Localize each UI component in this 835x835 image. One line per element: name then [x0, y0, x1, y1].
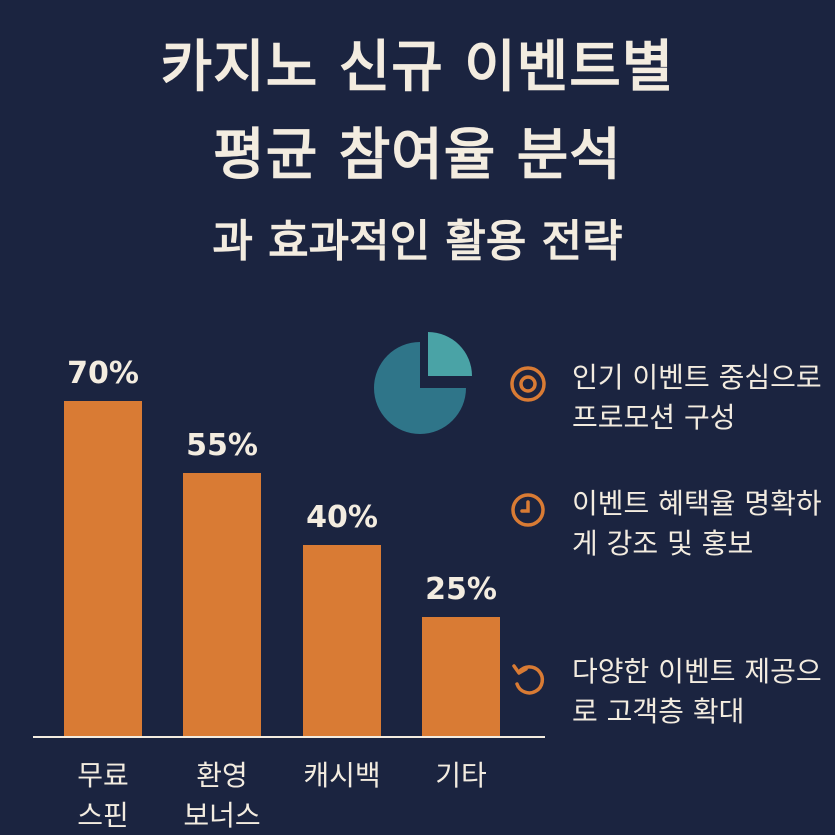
pie-chart-icon [374, 332, 472, 434]
bar-2 [183, 473, 261, 737]
target-icon [510, 366, 546, 402]
category-label-4: 기타 [435, 759, 487, 792]
value-label-3: 40% [306, 500, 378, 535]
tip-1-text: 인기 이벤트 중심으로 프로모션 구성 [572, 361, 822, 434]
category-label-2: 보너스 [183, 799, 260, 832]
category-label-1: 무료 [77, 759, 129, 792]
tip-3: 다양한 이벤트 제공으로 고객층 확대 [508, 652, 835, 732]
bar-4 [422, 617, 500, 737]
category-label-3: 캐시백 [303, 759, 380, 792]
value-label-4: 25% [425, 572, 497, 607]
tip-3-text: 다양한 이벤트 제공으로 고객층 확대 [572, 655, 822, 728]
bar-3 [303, 545, 381, 737]
tip-2: 이벤트 혜택율 명확하게 강조 및 홍보 [508, 484, 835, 564]
tip-1: 인기 이벤트 중심으로 프로모션 구성 [508, 358, 835, 438]
clock-icon [511, 493, 545, 527]
value-label-1: 70% [67, 356, 139, 391]
value-label-2: 55% [186, 428, 258, 463]
title-line-3: 과 효과적인 활용 전략 [212, 216, 623, 267]
tip-2-text: 이벤트 혜택율 명확하게 강조 및 홍보 [572, 487, 822, 560]
title-line-2: 평균 참여율 분석 [213, 123, 622, 188]
refresh-icon [512, 664, 545, 695]
bar-1 [64, 401, 142, 737]
title-line-1: 카지노 신규 이벤트별 [160, 35, 675, 100]
category-label-2: 환영 [196, 759, 248, 792]
category-label-1: 스핀 [77, 799, 129, 832]
